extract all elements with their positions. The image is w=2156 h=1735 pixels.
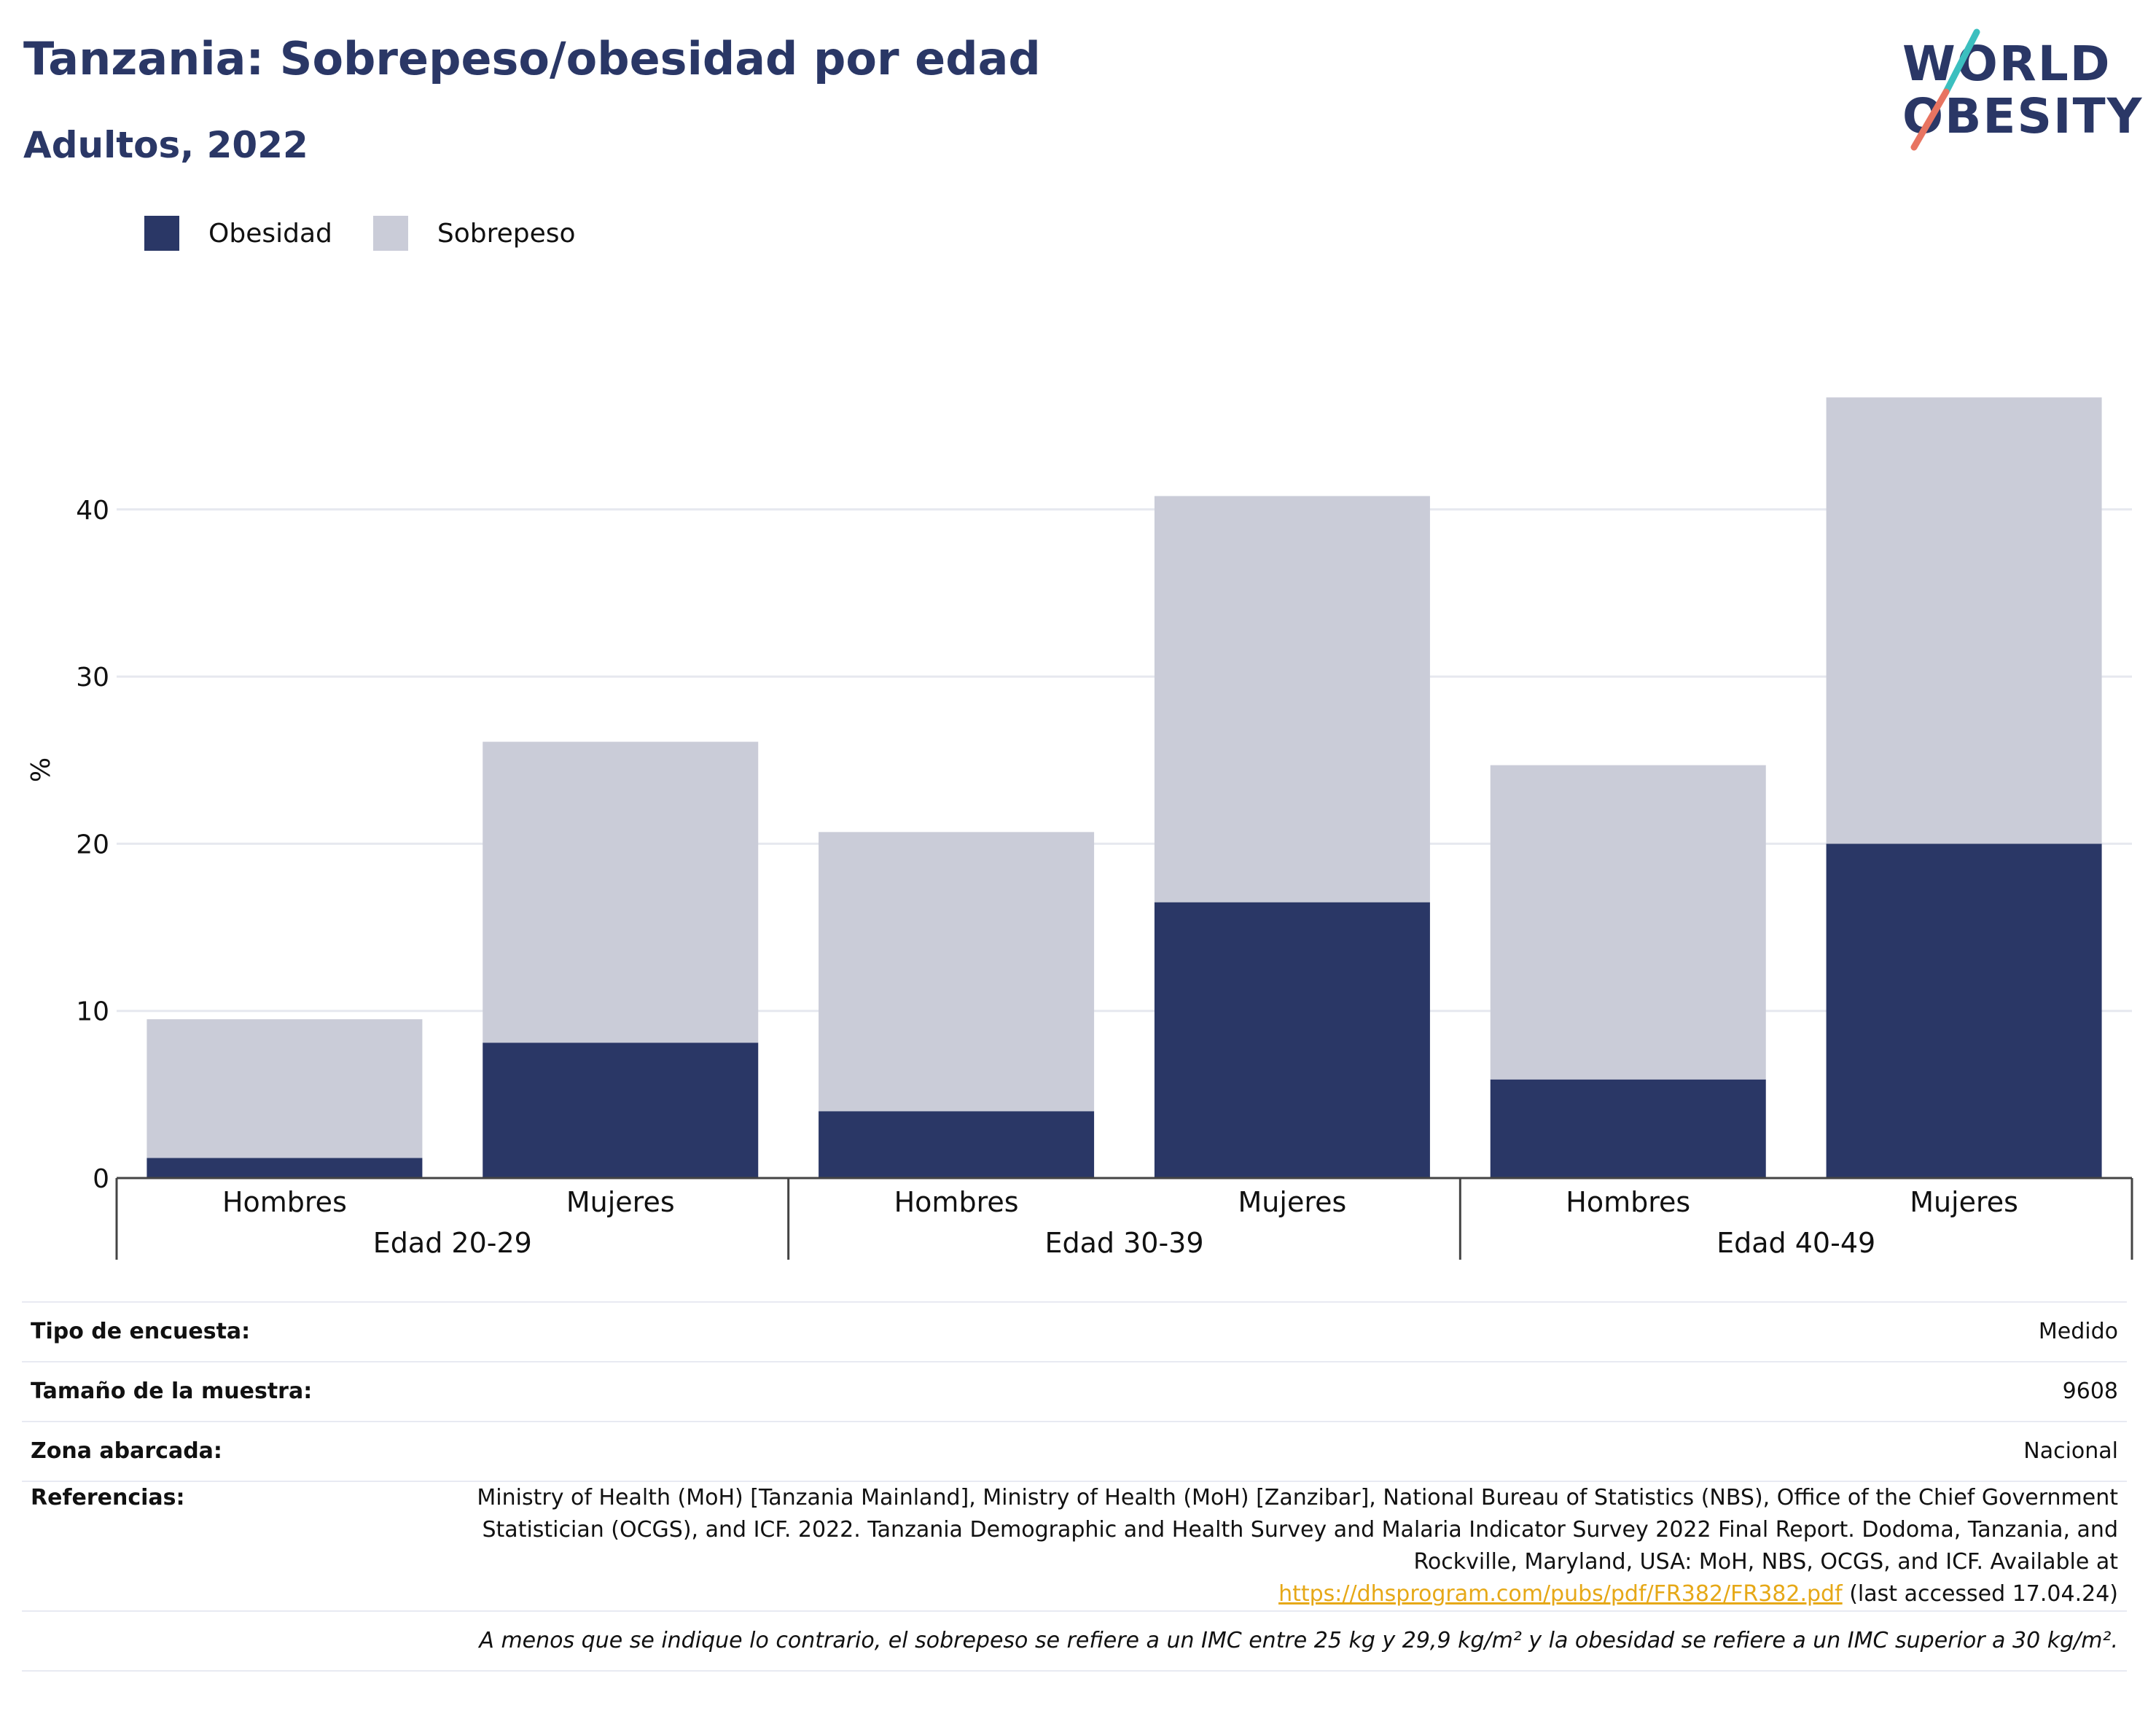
bar-sobrepeso-g3-mujeres[interactable] <box>1826 397 2102 844</box>
info-key-area: Zona abarcada: <box>22 1421 418 1481</box>
y-tick-label-40: 40 <box>76 496 109 526</box>
info-row-references: Referencias: Ministry of Health (MoH) [T… <box>22 1481 2127 1611</box>
axes <box>115 1177 2133 1260</box>
info-value-sample-size: 9608 <box>418 1361 2127 1422</box>
x-tick-label-hombres: Hombres <box>1566 1186 1690 1218</box>
logo-slash-coral <box>1910 88 1950 151</box>
chart-subtitle: Adultos, 2022 <box>23 124 308 166</box>
x-tick-label-hombres: Hombres <box>894 1186 1019 1218</box>
info-row-note: A menos que se indique lo contrario, el … <box>22 1610 2127 1672</box>
info-value-area: Nacional <box>418 1421 2127 1481</box>
x-tick-label-hombres: Hombres <box>222 1186 347 1218</box>
bar-obesidad-g3-mujeres[interactable] <box>1826 843 2102 1178</box>
legend-item-obesidad[interactable]: Obesidad <box>144 216 332 251</box>
info-table: Tipo de encuesta: Medido Tamaño de la mu… <box>22 1301 2127 1672</box>
logo-text-obesity: OBESITY <box>1902 88 2143 144</box>
info-row-sample-size: Tamaño de la muestra: 9608 <box>22 1361 2127 1422</box>
y-tick-label-0: 0 <box>93 1164 109 1194</box>
logo-slash-teal <box>1942 28 1980 95</box>
logo-text-world: WORLD <box>1902 36 2112 92</box>
info-key-sample-size: Tamaño de la muestra: <box>22 1361 418 1422</box>
bar-obesidad-g2-hombres[interactable] <box>819 1111 1095 1178</box>
references-accessed: (last accessed 17.04.24) <box>1849 1581 2118 1607</box>
group-label-1: Edad 20-29 <box>373 1227 532 1259</box>
bar-obesidad-g1-hombres[interactable] <box>147 1158 423 1178</box>
world-obesity-logo: WORLD OBESITY <box>1902 28 2143 151</box>
legend-swatch-obesidad <box>144 216 179 251</box>
bars <box>147 397 2102 1178</box>
references-link[interactable]: https://dhsprogram.com/pubs/pdf/FR382/FR… <box>1278 1581 1843 1607</box>
x-tick-label-mujeres: Mujeres <box>566 1186 675 1218</box>
group-label-2: Edad 30-39 <box>1044 1227 1203 1259</box>
definition-note: A menos que se indique lo contrario, el … <box>22 1610 2127 1672</box>
gridlines <box>117 508 2132 1013</box>
info-key-survey-type: Tipo de encuesta: <box>22 1301 418 1362</box>
chart-title: Tanzania: Sobrepeso/obesidad por edad <box>23 32 1041 85</box>
info-key-references: Referencias: <box>22 1481 418 1611</box>
tick-labels: 0 10 20 30 40 Hombres Mujeres Edad 20-29 Hombres… <box>76 496 2018 1259</box>
references-text: Ministry of Health (MoH) [Tanzania Mainl… <box>477 1485 2118 1575</box>
legend-swatch-sobrepeso <box>372 216 408 251</box>
bar-obesidad-g2-mujeres[interactable] <box>1154 902 1430 1178</box>
info-value-survey-type: Medido <box>418 1301 2127 1362</box>
y-tick-label-30: 30 <box>76 663 109 693</box>
legend-item-sobrepeso[interactable]: Sobrepeso <box>372 216 576 251</box>
y-tick-label-20: 20 <box>76 830 109 859</box>
bar-sobrepeso-g2-mujeres[interactable] <box>1154 496 1430 902</box>
bar-obesidad-g1-mujeres[interactable] <box>483 1042 759 1178</box>
x-tick-label-mujeres: Mujeres <box>1910 1186 2018 1218</box>
bar-sobrepeso-g1-hombres[interactable] <box>147 1019 423 1158</box>
legend-label-sobrepeso: Sobrepeso <box>437 218 576 249</box>
info-row-area: Zona abarcada: Nacional <box>22 1421 2127 1481</box>
bar-sobrepeso-g1-mujeres[interactable] <box>483 741 759 1043</box>
group-label-3: Edad 40-49 <box>1716 1227 1875 1259</box>
info-row-survey-type: Tipo de encuesta: Medido <box>22 1301 2127 1362</box>
stacked-bar-chart: 0 10 20 30 40 Hombres Mujeres Edad 20-29 Hombres… <box>26 397 2133 1260</box>
bar-sobrepeso-g2-hombres[interactable] <box>819 832 1095 1112</box>
bar-sobrepeso-g3-hombres[interactable] <box>1490 765 1766 1080</box>
bar-obesidad-g3-hombres[interactable] <box>1490 1079 1766 1178</box>
x-tick-label-mujeres: Mujeres <box>1238 1186 1347 1218</box>
y-axis-label: % <box>26 757 56 782</box>
y-tick-label-10: 10 <box>76 997 109 1027</box>
info-value-references: Ministry of Health (MoH) [Tanzania Mainl… <box>418 1481 2127 1611</box>
chart-legend: Obesidad Sobrepeso <box>144 211 617 255</box>
legend-label-obesidad: Obesidad <box>208 218 332 249</box>
